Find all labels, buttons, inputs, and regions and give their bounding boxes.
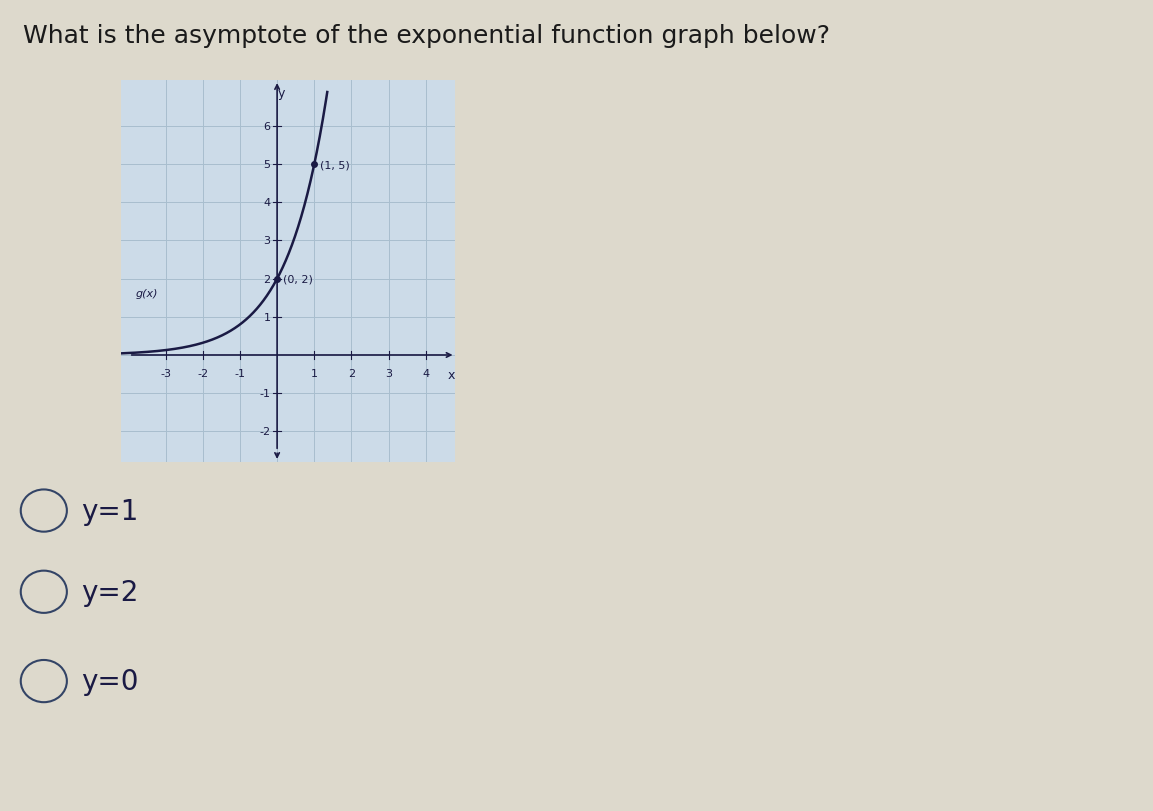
Text: (0, 2): (0, 2) — [282, 274, 312, 285]
Text: 4: 4 — [263, 198, 271, 208]
Text: 4: 4 — [422, 369, 429, 379]
Text: y=2: y=2 — [81, 578, 138, 606]
Text: -2: -2 — [259, 427, 271, 437]
Text: -2: -2 — [197, 369, 209, 379]
Text: 1: 1 — [263, 312, 271, 323]
Text: 2: 2 — [348, 369, 355, 379]
Text: -1: -1 — [234, 369, 246, 379]
Text: x: x — [449, 369, 455, 382]
Text: What is the asymptote of the exponential function graph below?: What is the asymptote of the exponential… — [23, 24, 830, 49]
Text: -1: -1 — [259, 388, 271, 399]
Text: 6: 6 — [263, 122, 271, 132]
Text: y=1: y=1 — [81, 497, 138, 525]
Text: -3: -3 — [160, 369, 171, 379]
Text: 5: 5 — [263, 160, 271, 170]
Text: 1: 1 — [311, 369, 318, 379]
Text: y=0: y=0 — [81, 667, 138, 695]
Text: (1, 5): (1, 5) — [319, 160, 349, 170]
Text: y: y — [278, 87, 285, 100]
Text: 3: 3 — [385, 369, 392, 379]
Text: 2: 2 — [263, 274, 271, 285]
Text: g(x): g(x) — [136, 289, 158, 298]
Text: 3: 3 — [263, 236, 271, 247]
